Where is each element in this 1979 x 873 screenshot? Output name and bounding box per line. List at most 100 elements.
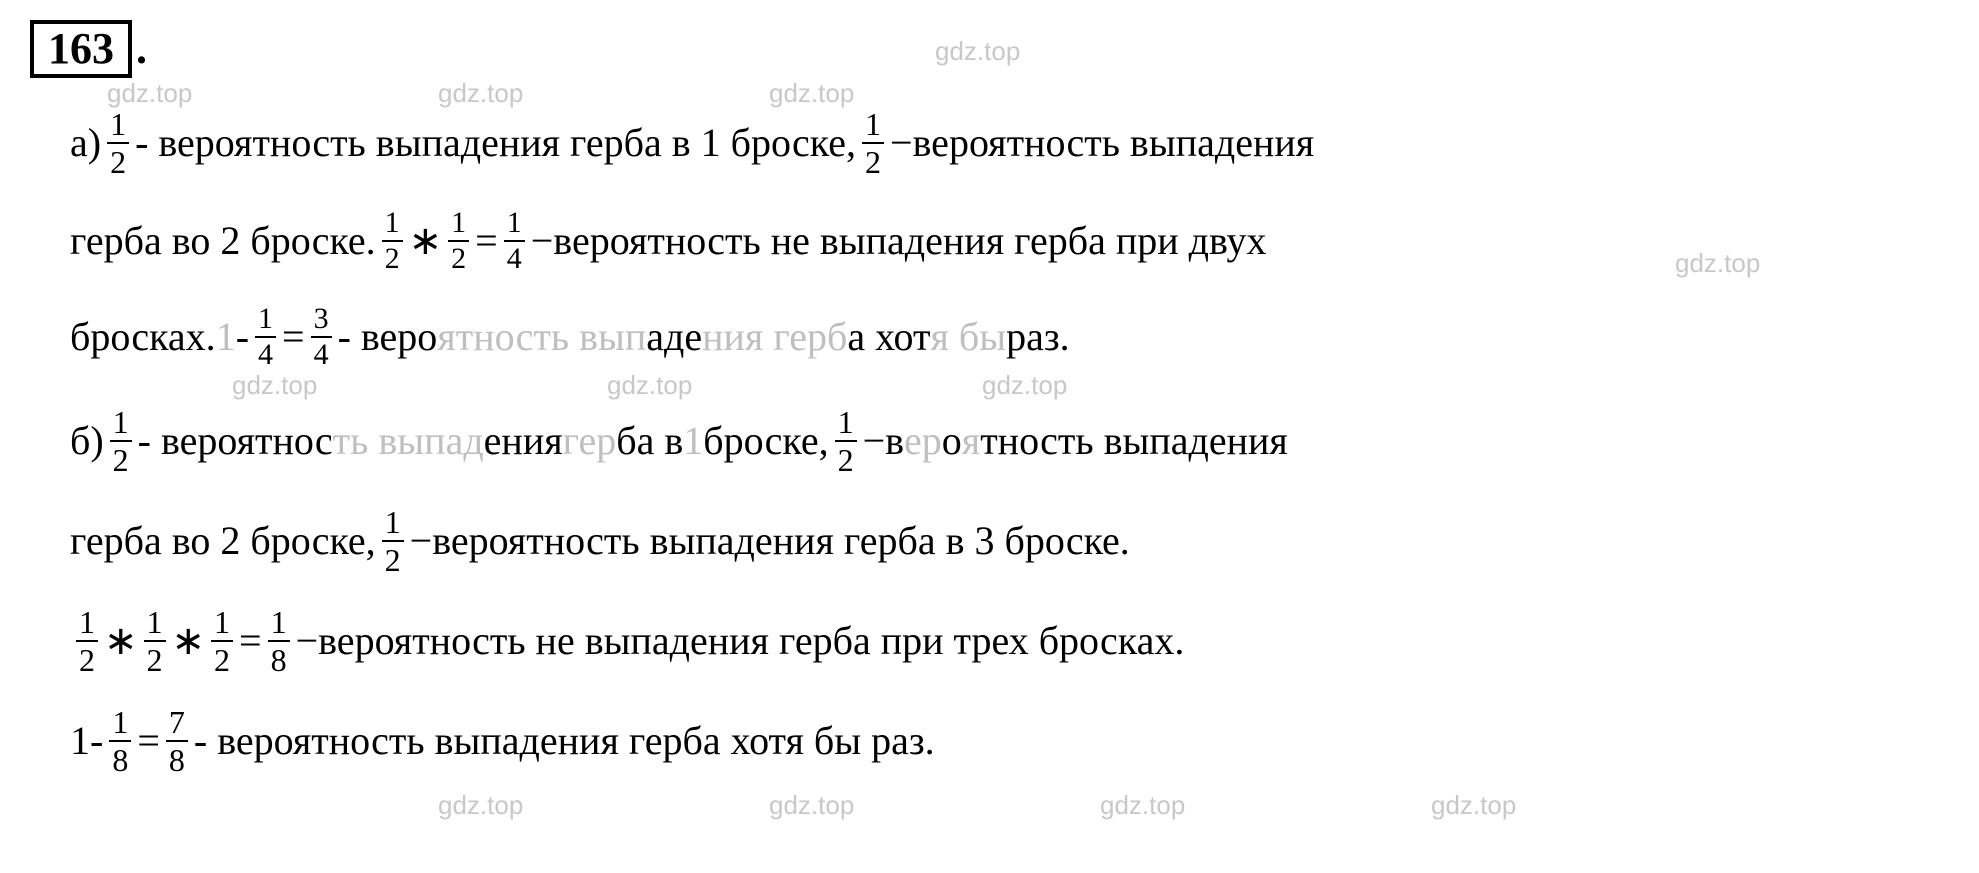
page: 163. а) 1 2 - вероятность выпадения герб… bbox=[0, 0, 1979, 873]
line-a1: а) 1 2 - вероятность выпадения герба в 1… bbox=[70, 108, 1949, 178]
numerator: 1 bbox=[862, 108, 884, 144]
denominator: 2 bbox=[382, 242, 403, 274]
fraction-half: 1 2 bbox=[211, 606, 233, 676]
line-b3: 1 2 ∗ 1 2 ∗ 1 2 = 1 8 − вероятность не в… bbox=[70, 606, 1949, 676]
denominator: 2 bbox=[110, 442, 132, 476]
text: − bbox=[863, 421, 886, 461]
text: ∗ bbox=[172, 621, 206, 661]
numerator: 1 bbox=[109, 706, 131, 742]
text: − bbox=[410, 521, 433, 561]
numerator: 1 bbox=[107, 108, 129, 144]
text: а хот bbox=[847, 317, 930, 357]
fraction-half: 1 2 bbox=[144, 606, 166, 676]
text: о bbox=[942, 421, 962, 461]
text: = bbox=[137, 721, 160, 761]
watermark: gdz.top bbox=[1100, 790, 1185, 821]
text: а) bbox=[70, 123, 101, 163]
text: ба в bbox=[616, 421, 683, 461]
fraction-half: 1 2 bbox=[862, 108, 884, 178]
line-a3: бросках. 1 - 1 4 = 3 4 - вероятность вып… bbox=[70, 304, 1949, 370]
text: аде bbox=[646, 317, 702, 357]
text: - вероятнос bbox=[138, 421, 333, 461]
denominator: 2 bbox=[448, 242, 469, 274]
watermark: gdz.top bbox=[1431, 790, 1516, 821]
text-ghost: ния герб bbox=[702, 317, 847, 357]
text: = bbox=[475, 221, 498, 261]
text: = bbox=[282, 317, 305, 357]
numerator: 1 bbox=[382, 506, 404, 542]
text: - веро bbox=[338, 317, 438, 357]
text: − bbox=[531, 221, 554, 261]
problem-number: 163 bbox=[30, 20, 132, 78]
denominator: 4 bbox=[504, 242, 525, 274]
denominator: 4 bbox=[255, 338, 276, 370]
fraction-quarter: 1 4 bbox=[255, 304, 276, 370]
numerator: 1 bbox=[76, 606, 98, 642]
denominator: 2 bbox=[862, 144, 884, 178]
text: - bbox=[90, 721, 103, 761]
numerator: 1 bbox=[255, 304, 276, 338]
numerator: 1 bbox=[110, 406, 132, 442]
watermark: gdz.top bbox=[769, 78, 854, 109]
text: ения bbox=[484, 421, 563, 461]
fraction-half: 1 2 bbox=[448, 208, 469, 274]
watermark: gdz.top bbox=[107, 78, 192, 109]
fraction-half: 1 2 bbox=[382, 208, 403, 274]
fraction-half: 1 2 bbox=[107, 108, 129, 178]
text: бросках. bbox=[70, 317, 216, 357]
numerator: 1 bbox=[382, 208, 403, 242]
watermark: gdz.top bbox=[769, 790, 854, 821]
text-ghost: ер bbox=[904, 421, 942, 461]
denominator: 8 bbox=[268, 642, 290, 676]
content: а) 1 2 - вероятность выпадения герба в 1… bbox=[30, 108, 1949, 776]
text: - вероятность выпадения герба хотя бы ра… bbox=[194, 721, 935, 761]
numerator: 3 bbox=[311, 304, 332, 338]
text: ∗ bbox=[409, 221, 443, 261]
text-ghost: ятность вып bbox=[437, 317, 646, 357]
watermark: gdz.top bbox=[438, 78, 523, 109]
text: = bbox=[239, 621, 262, 661]
numerator: 1 bbox=[268, 606, 290, 642]
text: - вероятность выпадения герба в 1 броске… bbox=[135, 123, 856, 163]
text-ghost: 1 bbox=[216, 317, 236, 357]
text: 1 bbox=[70, 721, 90, 761]
text: вероятность выпадения bbox=[913, 123, 1315, 163]
heading-row: 163. bbox=[30, 20, 1949, 78]
numerator: 7 bbox=[166, 706, 188, 742]
numerator: 1 bbox=[835, 406, 857, 442]
numerator: 1 bbox=[211, 606, 233, 642]
text: герба во 2 броске. bbox=[70, 221, 376, 261]
numerator: 1 bbox=[504, 208, 525, 242]
denominator: 2 bbox=[382, 542, 404, 576]
watermark: gdz.top bbox=[438, 790, 523, 821]
fraction-eighth: 1 8 bbox=[109, 706, 131, 776]
fraction-half: 1 2 bbox=[382, 506, 404, 576]
text: тность выпадения bbox=[980, 421, 1288, 461]
period: . bbox=[136, 23, 147, 74]
text: раз. bbox=[1006, 317, 1070, 357]
text: − bbox=[890, 123, 913, 163]
denominator: 8 bbox=[166, 742, 188, 776]
fraction-half: 1 2 bbox=[835, 406, 857, 476]
text: броске, bbox=[703, 421, 828, 461]
numerator: 1 bbox=[448, 208, 469, 242]
text: в bbox=[885, 421, 904, 461]
text: вероятность выпадения герба в 3 броске. bbox=[432, 521, 1130, 561]
denominator: 2 bbox=[76, 642, 98, 676]
text-ghost: я бы bbox=[931, 317, 1007, 357]
text: − bbox=[296, 621, 319, 661]
text: герба во 2 броске, bbox=[70, 521, 376, 561]
text: вероятность не выпадения герба при двух bbox=[553, 221, 1266, 261]
denominator: 2 bbox=[144, 642, 166, 676]
fraction-three-quarter: 3 4 bbox=[311, 304, 332, 370]
line-b2: герба во 2 броске, 1 2 − вероятность вып… bbox=[70, 506, 1949, 576]
text-ghost: я bbox=[962, 421, 980, 461]
line-b4: 1 - 1 8 = 7 8 - вероятность выпадения ге… bbox=[70, 706, 1949, 776]
fraction-half: 1 2 bbox=[76, 606, 98, 676]
text-ghost: 1 bbox=[683, 421, 703, 461]
fraction-half: 1 2 bbox=[110, 406, 132, 476]
text: - bbox=[236, 317, 249, 357]
line-b1: б) 1 2 - вероятность выпадения герба в 1… bbox=[70, 406, 1949, 476]
numerator: 1 bbox=[144, 606, 166, 642]
denominator: 2 bbox=[211, 642, 233, 676]
